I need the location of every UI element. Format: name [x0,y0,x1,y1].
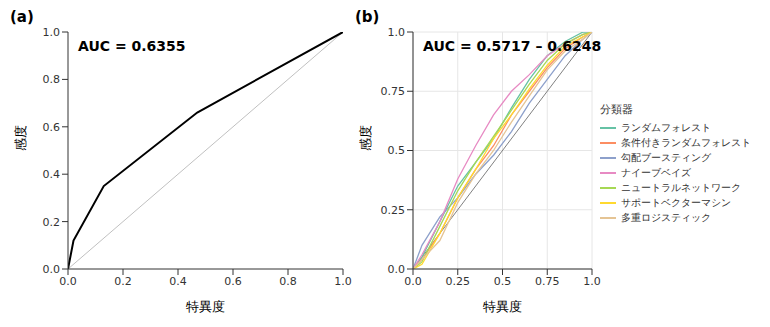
svg-text:0.0: 0.0 [43,263,61,276]
html-text:ニュートラルネットワーク: ニュートラルネットワーク [621,182,741,193]
svg-text:0.25: 0.25 [446,275,471,288]
html-text:サポートベクターマシン: サポートベクターマシン [621,197,731,208]
html-text:多重ロジスティック: 多重ロジスティック [621,212,711,223]
svg-text:特異度: 特異度 [186,299,225,314]
html-text:ランダムフォレスト: ランダムフォレスト [621,122,711,133]
html-text:(a): (a) [10,8,34,26]
svg-text:0.25: 0.25 [381,204,406,217]
html-text:勾配ブースティング: 勾配ブースティング [621,152,711,163]
svg-text:0.8: 0.8 [43,73,61,86]
svg-text:0.5: 0.5 [388,144,406,157]
svg-text:0.75: 0.75 [535,275,560,288]
html-text:ナイーブベイズ: ナイーブベイズ [621,167,691,178]
html-text:(b): (b) [355,8,380,26]
svg-text:1.0: 1.0 [334,275,352,288]
svg-text:0.0: 0.0 [404,275,422,288]
svg-text:感度: 感度 [358,125,373,151]
svg-text:1.0: 1.0 [43,26,61,39]
html-text:AUC = 0.5717 – 0.6248: AUC = 0.5717 – 0.6248 [423,38,602,54]
svg-text:1.0: 1.0 [583,275,601,288]
svg-text:0.4: 0.4 [43,168,61,181]
svg-text:0.2: 0.2 [114,275,132,288]
svg-text:1.0: 1.0 [388,26,406,39]
svg-text:0.2: 0.2 [43,216,61,229]
svg-text:0.6: 0.6 [224,275,242,288]
svg-text:0.4: 0.4 [169,275,187,288]
html-text:分類器: 分類器 [600,102,633,116]
svg-text:0.75: 0.75 [381,85,406,98]
svg-text:0.0: 0.0 [59,275,77,288]
svg-text:感度: 感度 [13,125,28,151]
svg-text:0.8: 0.8 [279,275,297,288]
svg-text:0.5: 0.5 [494,275,512,288]
svg-text:0.6: 0.6 [43,121,61,134]
svg-text:0.0: 0.0 [388,263,406,276]
html-text:AUC = 0.6355: AUC = 0.6355 [78,38,186,54]
svg-text:特異度: 特異度 [483,299,522,314]
html-text:条件付きランダムフォレスト: 条件付きランダムフォレスト [621,137,751,148]
